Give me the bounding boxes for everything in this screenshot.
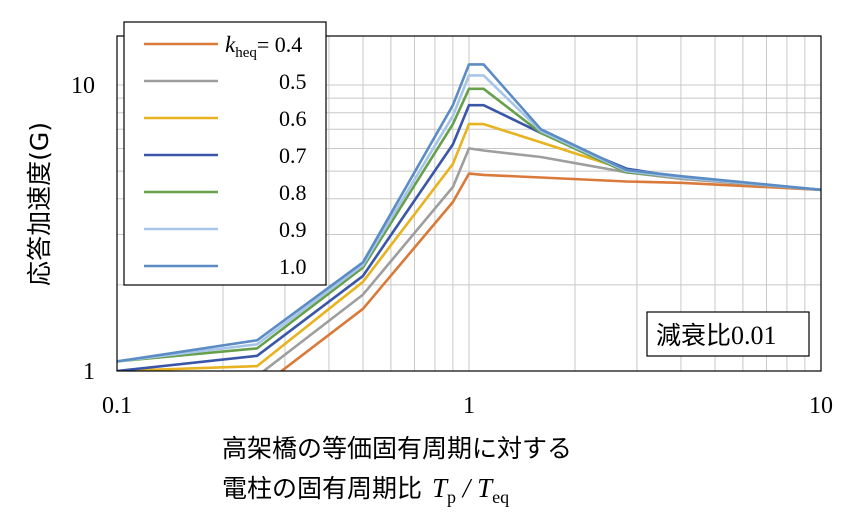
legend-label: 0.8	[279, 180, 307, 205]
annotation: 減衰比0.01	[656, 321, 777, 350]
x-axis-title-line1: 高架橋の等価固有周期に対する	[222, 434, 572, 463]
legend: kheq= 0.4 0.5 0.6 0.7 0.8 0.9 1.0	[123, 21, 327, 286]
legend-label: 1.0	[279, 254, 307, 279]
legend-label: 0.5	[279, 69, 307, 94]
x-tick-label: 1	[463, 393, 475, 419]
legend-label: kheq= 0.4	[225, 32, 302, 61]
y-axis-title: 応答加速度(G)	[25, 122, 54, 286]
x-tick-label: 0.1	[102, 393, 132, 419]
legend-label: 0.7	[279, 143, 307, 168]
series-line-0.4	[117, 172, 821, 371]
annotation-box	[646, 311, 810, 357]
legend-label: 0.6	[279, 106, 307, 131]
tick-labels: 0.1 1 10 1 10	[71, 73, 833, 419]
series-line-1.0	[117, 63, 821, 363]
series-group	[117, 63, 821, 371]
y-tick-label: 10	[71, 73, 95, 99]
legend-label: 0.9	[279, 217, 307, 242]
y-tick-label: 1	[83, 359, 95, 385]
plot-frame	[116, 35, 822, 372]
x-tick-label: 10	[809, 393, 833, 419]
legend-box	[123, 21, 327, 286]
x-axis-title-line2: 電柱の固有周期比 Tp / Teq	[222, 473, 509, 507]
